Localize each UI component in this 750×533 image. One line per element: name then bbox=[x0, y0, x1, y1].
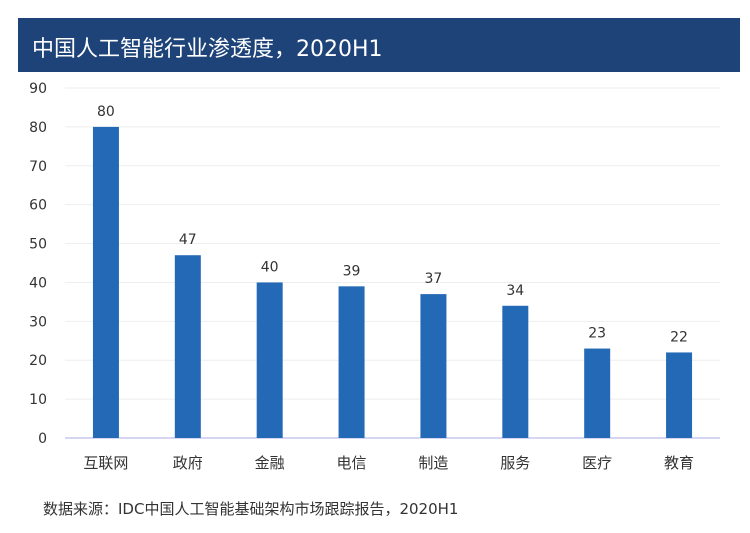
y-tick-label: 60 bbox=[29, 198, 47, 214]
x-tick-label: 金融 bbox=[255, 454, 285, 472]
chart-title: 中国人工智能行业渗透度，2020H1 bbox=[32, 37, 383, 62]
source-note: 数据来源：IDC中国人工智能基础架构市场跟踪报告，2020H1 bbox=[43, 500, 459, 518]
data-label: 47 bbox=[179, 232, 197, 248]
y-tick-label: 80 bbox=[29, 120, 47, 136]
bar-2 bbox=[256, 282, 283, 438]
x-tick-label: 医疗 bbox=[582, 454, 612, 472]
y-tick-label: 20 bbox=[29, 353, 47, 369]
bar-6 bbox=[584, 348, 611, 438]
bar-3 bbox=[338, 286, 365, 438]
title-bar: 中国人工智能行业渗透度，2020H1 bbox=[18, 18, 740, 72]
x-tick-label: 电信 bbox=[337, 454, 367, 472]
y-tick-label: 70 bbox=[29, 159, 47, 175]
x-tick-label: 政府 bbox=[173, 454, 203, 472]
x-tick-label: 制造 bbox=[418, 454, 448, 472]
y-tick-label: 10 bbox=[29, 392, 47, 408]
bar-0 bbox=[92, 126, 119, 438]
data-label: 39 bbox=[343, 263, 361, 279]
y-tick-label: 50 bbox=[29, 237, 47, 253]
x-tick-label: 互联网 bbox=[83, 454, 128, 472]
x-tick-label: 教育 bbox=[664, 454, 694, 472]
data-label: 23 bbox=[588, 326, 606, 342]
x-tick-label: 服务 bbox=[500, 454, 530, 472]
data-label: 22 bbox=[670, 329, 688, 345]
data-label: 37 bbox=[425, 271, 443, 287]
y-tick-label: 40 bbox=[29, 275, 47, 291]
bar-7 bbox=[666, 352, 693, 438]
y-tick-label: 90 bbox=[29, 81, 47, 97]
y-tick-label: 30 bbox=[29, 314, 47, 330]
bar-1 bbox=[174, 255, 201, 438]
bar-5 bbox=[502, 305, 529, 438]
data-label: 80 bbox=[97, 104, 115, 120]
bar-4 bbox=[420, 294, 447, 438]
data-label: 40 bbox=[261, 259, 279, 275]
y-tick-label: 0 bbox=[38, 431, 47, 447]
data-label: 34 bbox=[506, 283, 524, 299]
